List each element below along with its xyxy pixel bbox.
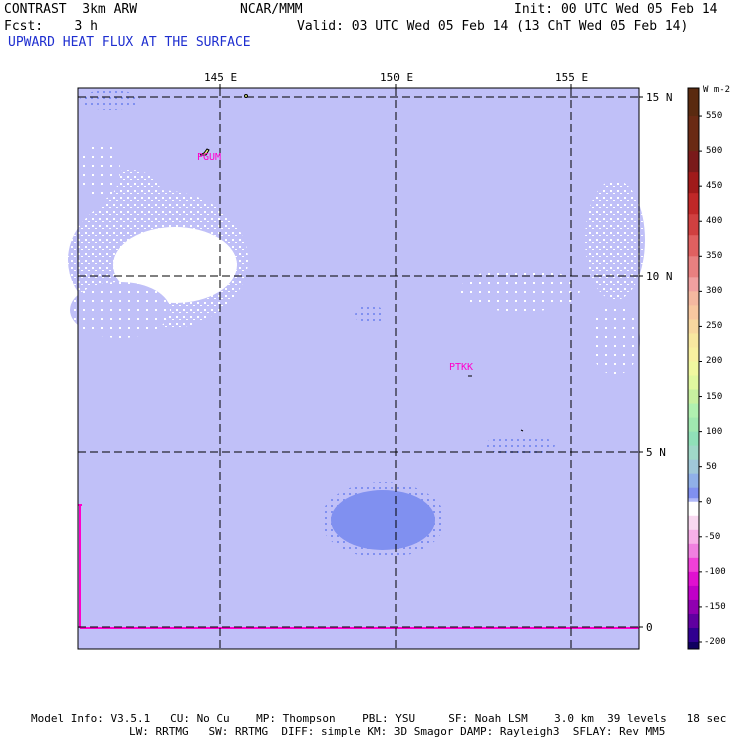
colorbar-segment [688, 403, 699, 419]
colorbar-tick-label: 150 [706, 391, 723, 402]
colorbar-tick-label: 300 [706, 286, 723, 297]
lat-label-5n: 5 N [646, 446, 666, 459]
colorbar-tick-label: -100 [704, 566, 726, 577]
colorbar-segment [688, 641, 699, 650]
colorbar-tick-label: -200 [704, 636, 726, 647]
island-markers [199, 94, 524, 432]
moderate-flux-patch [80, 90, 555, 558]
colorbar-segment [688, 361, 699, 377]
lat-label-15n: 15 N [646, 91, 673, 104]
colorbar-tick-label: 500 [706, 146, 723, 157]
colorbar-tick-label: 550 [706, 111, 723, 122]
colorbar-tick-label: 450 [706, 181, 723, 192]
colorbar-tick-label: 200 [706, 356, 723, 367]
valid-time: Valid: 03 UTC Wed 05 Feb 14 (13 ChT Wed … [297, 19, 689, 34]
colorbar-segment [688, 487, 699, 499]
center-label: NCAR/MMM [240, 2, 303, 17]
model-info-line2: LW: RRTMG SW: RRTMG DIFF: simple KM: 3D … [129, 725, 666, 738]
model-title: CONTRAST 3km ARW [4, 2, 138, 17]
colorbar-tick-label: 100 [706, 426, 723, 437]
colorbar-segment [688, 116, 699, 152]
low-flux-region-east [460, 180, 645, 375]
colorbar-segment [688, 501, 699, 517]
colorbar-segment [688, 193, 699, 215]
colorbar-segment [688, 543, 699, 559]
colorbar-segment [688, 557, 699, 573]
lon-label-150: 150 E [380, 71, 414, 84]
colorbar-segment [688, 599, 699, 615]
colorbar-tick-label: 250 [706, 321, 723, 332]
lon-label-155: 155 E [555, 71, 589, 84]
colorbar-tick-label: 400 [706, 216, 723, 227]
colorbar-segment [688, 305, 699, 320]
colorbar [687, 87, 702, 650]
map-frame [77, 87, 640, 650]
colorbar-tick-label: -50 [704, 531, 721, 542]
lat-label-0: 0 [646, 621, 653, 634]
model-info-line1: Model Info: V3.5.1 CU: No Cu MP: Thompso… [31, 712, 727, 725]
colorbar-segment [688, 389, 699, 405]
low-flux-region-west [68, 140, 248, 338]
colorbar-segment [688, 585, 699, 601]
colorbar-tick-label: 0 [706, 496, 712, 507]
colorbar-segment [688, 277, 699, 292]
colorbar-segment [688, 498, 699, 503]
colorbar-segment [688, 431, 699, 447]
colorbar-segment [688, 627, 699, 643]
colorbar-segment [688, 319, 699, 334]
colorbar-tick-label: 50 [706, 461, 717, 472]
colorbar-tick-label: -150 [704, 601, 726, 612]
colorbar-frame [687, 87, 700, 650]
colorbar-segment [688, 172, 699, 194]
forecast-hour: Fcst: 3 h [4, 19, 98, 34]
lat-lon-grid [78, 88, 639, 649]
domain-boundary [78, 504, 639, 629]
colorbar-segment [688, 613, 699, 629]
colorbar-segment [688, 256, 699, 278]
station-label-ptkk: PTKK [449, 362, 474, 373]
colorbar-segment [688, 571, 699, 587]
map-background [78, 88, 639, 649]
colorbar-segment [688, 445, 699, 461]
lon-label-145: 145 E [204, 71, 238, 84]
colorbar-segment [688, 235, 699, 257]
colorbar-segment [688, 515, 699, 531]
colorbar-tick-label: 350 [706, 251, 723, 262]
colorbar-segment [688, 375, 699, 391]
init-time: Init: 00 UTC Wed 05 Feb 14 [514, 2, 718, 17]
colorbar-segment [688, 459, 699, 475]
lat-label-10n: 10 N [646, 270, 673, 283]
colorbar-segment [688, 333, 699, 348]
colorbar-segment [688, 151, 699, 173]
colorbar-segment [688, 347, 699, 362]
colorbar-segment [688, 529, 699, 545]
colorbar-segment [688, 291, 699, 306]
station-label-pgum: PGUM [197, 152, 222, 163]
colorbar-segment [688, 417, 699, 433]
colorbar-units: W m-2 [703, 85, 731, 95]
colorbar-segment [688, 473, 699, 489]
colorbar-segment [688, 214, 699, 236]
field-title: UPWARD HEAT FLUX AT THE SURFACE [8, 35, 251, 50]
colorbar-segment [688, 88, 699, 117]
